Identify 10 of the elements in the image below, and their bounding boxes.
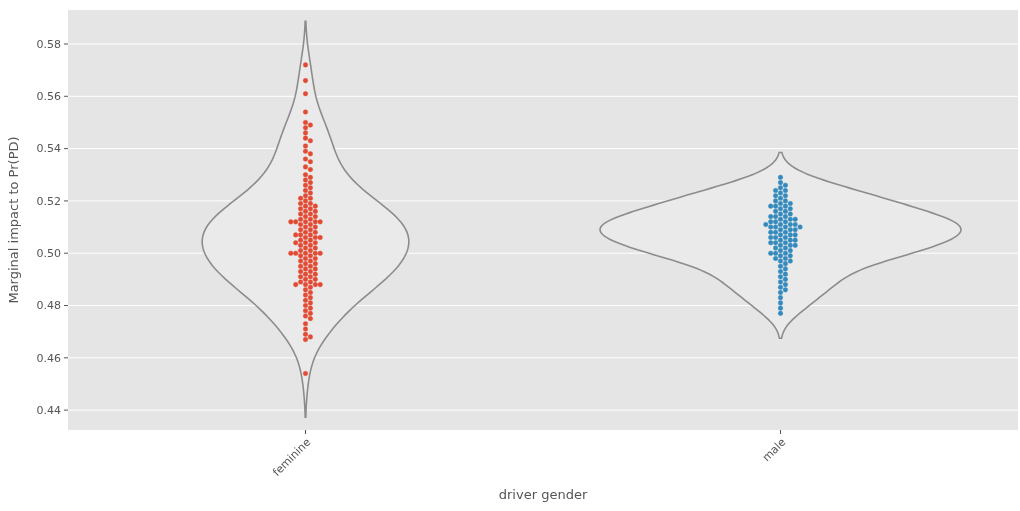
y-tick-label: 0.44 bbox=[36, 403, 61, 417]
y-tick-label: 0.58 bbox=[36, 37, 61, 51]
y-tick-label: 0.52 bbox=[36, 194, 61, 208]
y-tick-label: 0.56 bbox=[36, 90, 61, 104]
x-axis-title: driver gender bbox=[498, 487, 588, 502]
y-tick-label: 0.46 bbox=[36, 351, 61, 365]
y-axis-title: Marginal impact to Pr(PD) bbox=[6, 136, 21, 304]
y-tick-label: 0.54 bbox=[36, 142, 61, 156]
y-tick-label: 0.48 bbox=[36, 299, 61, 313]
y-tick-label: 0.50 bbox=[36, 247, 61, 261]
